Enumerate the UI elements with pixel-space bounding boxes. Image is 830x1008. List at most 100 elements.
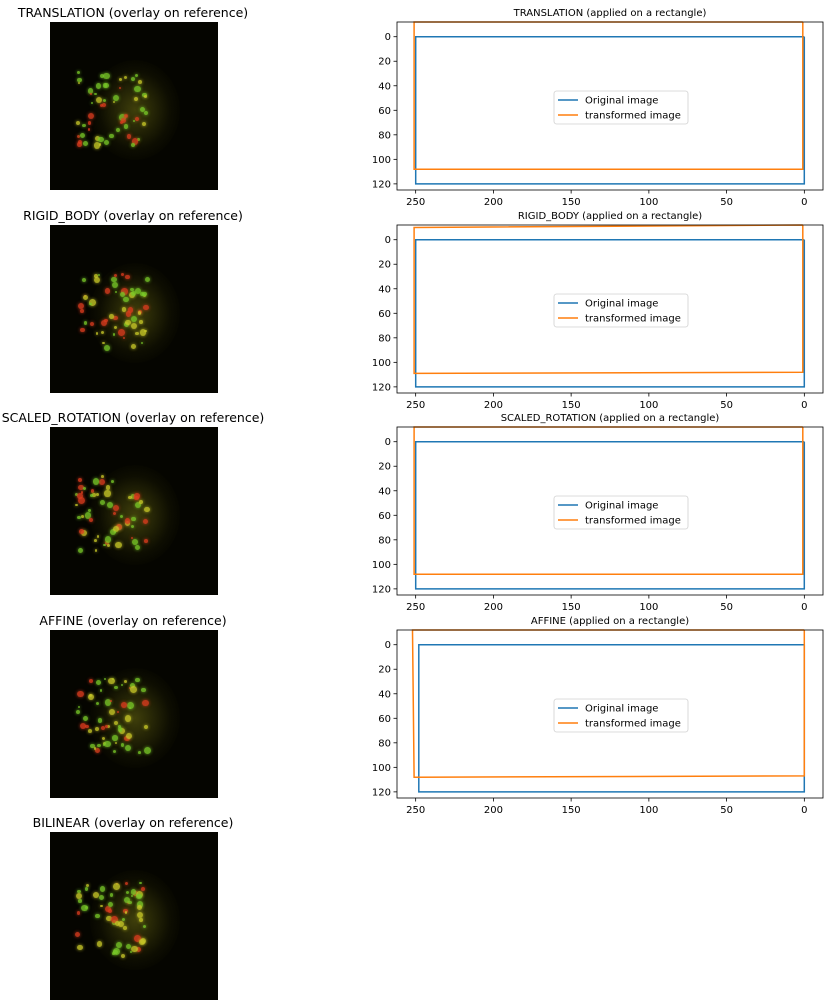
x-tick-label: 100 (639, 400, 658, 411)
fluorescent-spot (113, 526, 120, 533)
fluorescent-spot (102, 341, 105, 344)
fluorescent-spot (139, 499, 143, 504)
image-panel-title: AFFINE (overlay on reference) (39, 613, 227, 628)
x-tick-label: 0 (801, 805, 807, 816)
fluorescent-spot (137, 311, 142, 315)
fluorescent-spot (77, 515, 81, 520)
fluorescent-spot (134, 116, 139, 121)
fluorescent-spot (114, 920, 121, 926)
fluorescent-spot (100, 319, 107, 327)
fluorescent-spot (102, 736, 106, 741)
fluorescent-spot (95, 748, 101, 754)
fluorescent-spot (123, 926, 127, 930)
fluorescent-spot (77, 142, 82, 147)
chart-title: RIGID_BODY (applied on a rectangle) (518, 211, 702, 222)
fluorescent-spot (106, 724, 110, 728)
x-tick-label: 50 (720, 602, 733, 613)
fluorescent-spot (80, 529, 87, 536)
fluorescent-spot (87, 112, 94, 120)
chart-0: TRANSLATION (applied on a rectangle) 250 2… (372, 8, 824, 208)
fluorescent-spot (77, 77, 82, 83)
fluorescent-spot (77, 140, 82, 145)
fluorescent-spot (124, 715, 132, 722)
y-tick-label: 120 (372, 584, 391, 595)
fluorescent-spot (135, 331, 139, 336)
image-panel-title: SCALED_ROTATION (overlay on reference) (1, 410, 265, 425)
fluorescent-spot (130, 287, 134, 292)
fluorescent-spot (84, 512, 92, 519)
x-tick-label: 100 (639, 805, 658, 816)
x-tick-label: 250 (406, 602, 425, 613)
fluorescent-spot (128, 706, 132, 710)
x-tick-label: 50 (720, 400, 733, 411)
x-tick-label: 150 (562, 602, 581, 613)
fluorescent-spot (87, 694, 94, 700)
fluorescent-spot (103, 543, 106, 547)
fluorescent-spot (78, 477, 82, 482)
legend-box (553, 293, 689, 328)
x-tick-label: 250 (406, 805, 425, 816)
x-tick-label: 0 (801, 197, 807, 208)
image-panel-title: RIGID_BODY (overlay on reference) (23, 208, 243, 223)
fluorescent-spot (130, 524, 134, 529)
x-tick-label: 0 (801, 602, 807, 613)
fluorescent-spot (77, 302, 85, 310)
fluorescent-spot (123, 896, 130, 904)
cell-glow (90, 870, 180, 970)
fluorescent-spot (138, 751, 141, 754)
y-tick-label: 0 (385, 235, 391, 246)
series-line (414, 238, 806, 388)
fluorescent-spot (130, 344, 136, 349)
fluorescent-spot (124, 744, 131, 751)
fluorescent-spot (75, 503, 78, 507)
cell-glow (90, 668, 180, 768)
fluorescent-spot (109, 314, 115, 319)
legend-label: transformed image (585, 314, 681, 325)
fluorescent-spot (112, 282, 119, 289)
y-tick-label: 0 (385, 437, 391, 448)
y-tick-label: 80 (378, 738, 391, 749)
fluorescent-spot (123, 908, 128, 914)
fluorescent-spot (135, 545, 141, 551)
fluorescent-spot (75, 121, 80, 126)
y-tick-label: 40 (378, 81, 391, 92)
image-panel-title: BILINEAR (overlay on reference) (32, 815, 234, 830)
fluorescent-spot (83, 294, 89, 301)
fluorescent-spot (76, 944, 83, 951)
fluorescent-spot (130, 494, 135, 499)
fluorescent-spot (125, 943, 131, 949)
axes-frame (396, 224, 824, 394)
fluorescent-spot (144, 329, 148, 333)
fluorescent-spot (129, 682, 135, 688)
fluorescent-spot (111, 480, 115, 484)
fluorescent-spot (137, 138, 140, 141)
fluorescent-spot (87, 128, 91, 131)
fluorescent-spot (115, 942, 122, 948)
fluorescent-spot (87, 729, 92, 733)
axes-frame (396, 629, 824, 799)
fluorescent-spot (123, 296, 129, 302)
fluorescent-spot (99, 73, 104, 79)
fluorescent-spot (83, 140, 88, 146)
legend-box (553, 90, 689, 125)
fluorescent-spot (95, 97, 102, 104)
fluorescent-spot (109, 528, 117, 536)
fluorescent-spot (127, 307, 134, 313)
fluorescent-spot (93, 142, 101, 149)
x-tick-label: 100 (639, 602, 658, 613)
fluorescent-spot (131, 517, 136, 522)
fluorescent-spot (81, 515, 85, 519)
fluorescent-spot (80, 327, 85, 333)
x-tick-label: 200 (484, 602, 503, 613)
fluorescent-spot (113, 883, 120, 890)
fluorescent-spot (120, 272, 124, 276)
fluorescent-spot (90, 489, 95, 493)
fluorescent-spot (144, 276, 151, 283)
fluorescent-spot (76, 911, 80, 915)
fluorescent-spot (77, 135, 80, 139)
fluorescent-spot (123, 113, 129, 119)
fluorescent-spot (117, 724, 121, 728)
fluorescent-spot (124, 882, 128, 886)
fluorescent-spot (114, 290, 117, 293)
fluorescent-spot (94, 274, 98, 278)
